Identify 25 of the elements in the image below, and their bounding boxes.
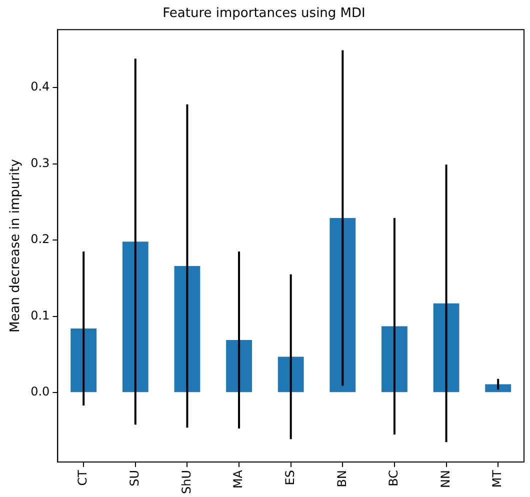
y-tick-label: 0.1 xyxy=(30,308,50,322)
bar xyxy=(330,218,356,392)
x-tick-label: MT xyxy=(490,469,504,488)
y-tick-label: 0.3 xyxy=(30,156,50,170)
bar xyxy=(174,266,200,392)
x-tick-label: BN xyxy=(334,470,349,488)
x-tick-label: ES xyxy=(282,470,297,486)
x-tick-label: SU xyxy=(128,470,142,486)
x-tick-label: NN xyxy=(438,470,452,488)
y-tick-label: 0.0 xyxy=(30,384,50,399)
x-tick-label: CT xyxy=(76,469,90,486)
y-tick-label: 0.2 xyxy=(30,232,50,246)
bar xyxy=(278,356,304,392)
y-axis-title: Mean decrease in impurity xyxy=(8,158,24,332)
bar xyxy=(70,328,97,392)
bar xyxy=(122,242,148,392)
x-tick-label: MA xyxy=(231,469,246,489)
x-tick-label: BC xyxy=(386,470,401,486)
bar xyxy=(433,303,460,392)
x-tick-label: ShU xyxy=(179,470,194,494)
bar xyxy=(382,326,408,392)
y-tick-label: 0.4 xyxy=(30,80,50,94)
bar xyxy=(485,384,512,392)
chart-title: Feature importances using MDI xyxy=(162,6,366,22)
bar xyxy=(226,340,252,392)
